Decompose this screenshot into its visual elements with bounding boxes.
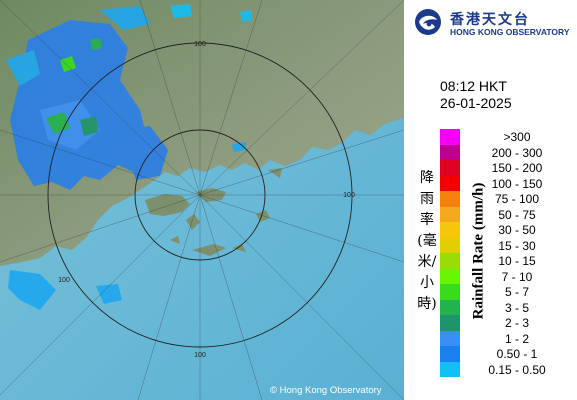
legend-swatch xyxy=(440,160,460,176)
legend-row: 1 - 2 xyxy=(440,330,572,346)
legend-swatch xyxy=(440,144,460,160)
legend-swatch xyxy=(440,222,460,238)
legend-label: 1 - 2 xyxy=(504,331,529,346)
islet xyxy=(170,236,180,244)
radar-map: 100 100 100 100 xyxy=(0,0,404,400)
legend-label: 10 - 15 xyxy=(498,254,536,268)
legend-swatch xyxy=(440,284,460,300)
legend-row: 0.50 - 1 xyxy=(440,346,572,362)
legend-label: 75 - 100 xyxy=(494,192,540,206)
legend-swatch xyxy=(440,237,460,253)
islet xyxy=(256,210,270,222)
legend-swatch xyxy=(440,361,460,377)
copyright-text: © Hong Kong Observatory xyxy=(270,385,382,396)
range-label: 100 xyxy=(194,352,206,359)
range-label: 100 xyxy=(343,192,355,199)
legend-swatch xyxy=(440,330,460,346)
legend-row: 10 - 15 xyxy=(440,253,572,269)
islet xyxy=(232,244,246,252)
range-label: 100 xyxy=(194,41,206,48)
legend-row: 200 - 300 xyxy=(440,144,572,160)
legend-swatch xyxy=(440,206,460,222)
legend-label: 150 - 200 xyxy=(491,161,543,175)
islet xyxy=(268,168,282,178)
org-name-en: HONG KONG OBSERVATORY xyxy=(450,27,570,37)
legend-title-en: Rainfall Rate (mm/h) xyxy=(470,182,487,320)
legend-label: 50 - 75 xyxy=(498,207,536,222)
legend-swatch xyxy=(440,129,460,145)
range-spokes xyxy=(0,0,404,400)
legend-label: 200 - 300 xyxy=(491,145,543,160)
wanshan-island xyxy=(192,244,226,256)
legend-row: 7 - 10 xyxy=(440,268,572,284)
org-name-cn: 香港天文台 xyxy=(450,12,530,28)
legend-swatch xyxy=(440,346,460,362)
legend-label: 3 - 5 xyxy=(504,300,529,315)
legend-row: 0.15 - 0.50 xyxy=(440,361,572,377)
legend-row: 50 - 75 xyxy=(440,206,572,222)
legend-swatch xyxy=(440,253,460,269)
legend-swatch xyxy=(440,175,460,191)
legend-row: 3 - 5 xyxy=(440,299,572,315)
legend-label: 100 - 150 xyxy=(491,176,543,191)
legend-row: >300 xyxy=(440,129,572,145)
lantau-island xyxy=(145,194,190,216)
hko-logo: 香港天文台 HONG KONG OBSERVATORY xyxy=(412,6,577,40)
range-label: 100 xyxy=(58,277,70,284)
legend-swatch xyxy=(440,268,460,284)
radar-time: 08:12 HKT xyxy=(440,78,507,94)
legend-swatch xyxy=(440,299,460,315)
legend-label: 0.50 - 1 xyxy=(496,347,538,361)
legend-label: >300 xyxy=(503,130,531,144)
lamma-island xyxy=(186,214,200,230)
legend-label: 0.15 - 0.50 xyxy=(488,362,546,377)
legend-label: 7 - 10 xyxy=(501,269,533,284)
hko-swirl-icon xyxy=(415,9,441,35)
legend-row: 30 - 50 xyxy=(440,222,572,238)
range-labels: 100 100 100 100 xyxy=(58,41,355,359)
legend-title-cn: 降雨率(毫米/小時) xyxy=(417,170,437,312)
legend-row: 100 - 150 xyxy=(440,175,572,191)
legend-row: 150 - 200 xyxy=(440,160,572,176)
legend-row: 5 - 7 xyxy=(440,284,572,300)
legend-swatch xyxy=(440,191,460,207)
legend-row: 75 - 100 xyxy=(440,191,572,207)
legend-panel: 香港天文台 HONG KONG OBSERVATORY 08:12 HKT 26… xyxy=(404,0,577,400)
rainfall-legend: >300 200 - 300 150 - 200 100 - 150 75 - 100 5… xyxy=(440,129,572,377)
legend-label: 2 - 3 xyxy=(504,316,529,330)
legend-label: 30 - 50 xyxy=(498,223,536,237)
radar-date: 26-01-2025 xyxy=(440,95,512,111)
legend-swatch xyxy=(440,315,460,331)
rain-echoes xyxy=(6,4,252,310)
legend-label: 15 - 30 xyxy=(498,238,536,253)
legend-title-en-wrap: Rainfall Rate (mm/h) xyxy=(471,183,487,320)
legend-row: 2 - 3 xyxy=(440,315,572,331)
legend-row: 15 - 30 xyxy=(440,237,572,253)
legend-label: 5 - 7 xyxy=(504,285,529,299)
